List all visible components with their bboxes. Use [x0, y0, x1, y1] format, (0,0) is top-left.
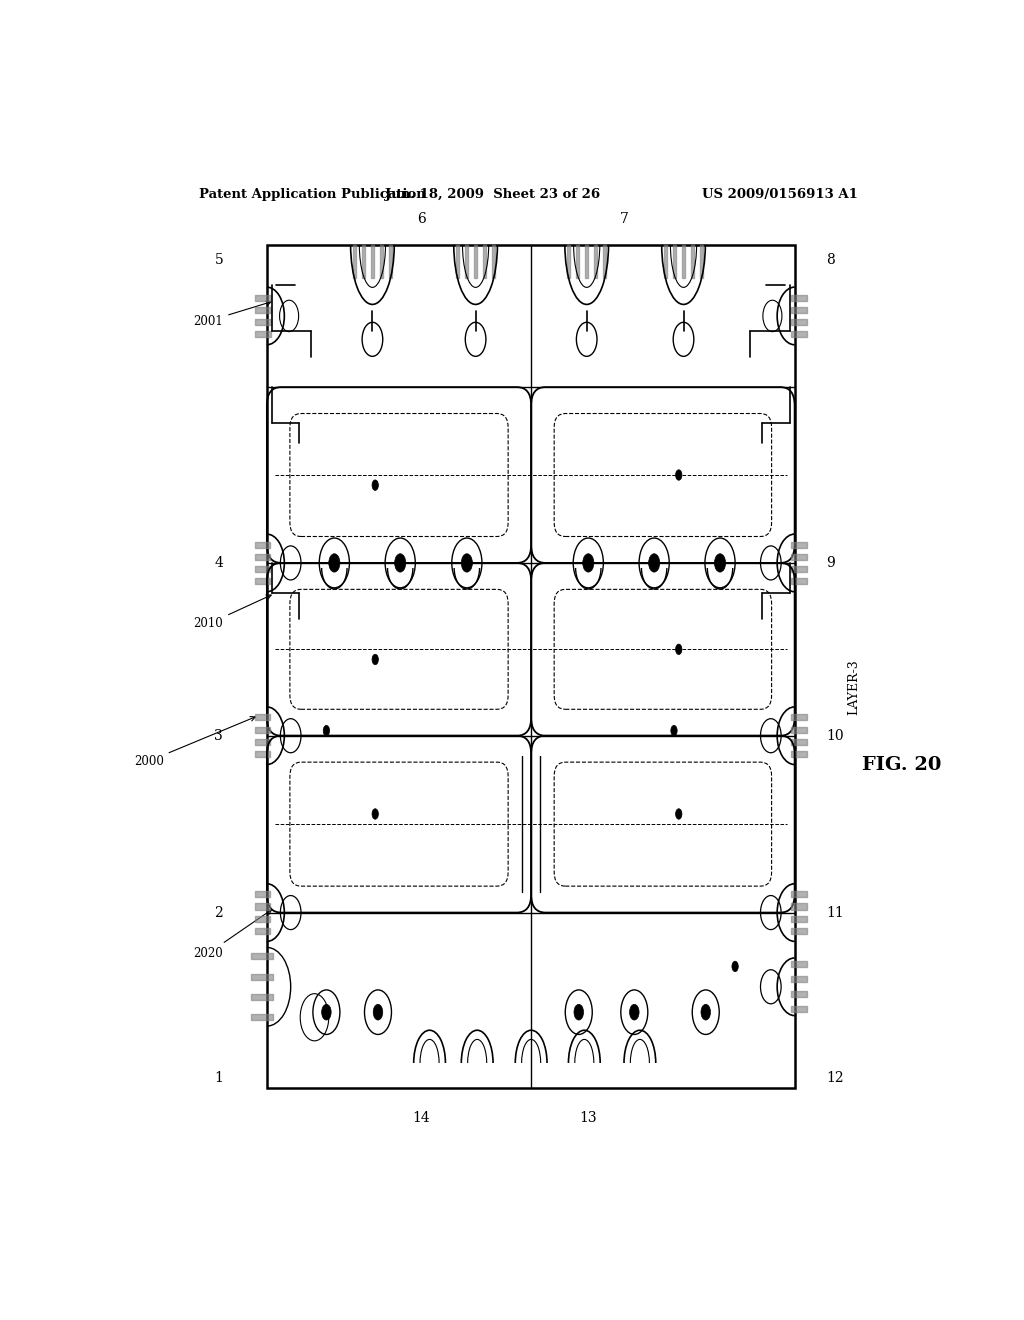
Ellipse shape	[373, 1005, 383, 1020]
Text: 2010: 2010	[194, 595, 271, 631]
Text: 12: 12	[826, 1072, 844, 1085]
Ellipse shape	[372, 480, 379, 491]
Text: 9: 9	[826, 556, 836, 570]
Ellipse shape	[676, 644, 682, 655]
Text: 1: 1	[214, 1072, 223, 1085]
Text: LAYER-3: LAYER-3	[848, 660, 860, 715]
Ellipse shape	[394, 554, 406, 572]
Ellipse shape	[583, 554, 594, 572]
Ellipse shape	[715, 554, 726, 572]
Text: Patent Application Publication: Patent Application Publication	[200, 189, 426, 202]
Ellipse shape	[732, 961, 738, 972]
Ellipse shape	[574, 1005, 584, 1020]
Ellipse shape	[676, 470, 682, 480]
Ellipse shape	[461, 554, 472, 572]
Text: 11: 11	[826, 906, 844, 920]
Ellipse shape	[372, 655, 379, 665]
Ellipse shape	[648, 554, 659, 572]
Ellipse shape	[324, 726, 330, 735]
Bar	[267, 244, 795, 1089]
Text: 2: 2	[214, 906, 223, 920]
Text: 8: 8	[826, 253, 836, 267]
Text: US 2009/0156913 A1: US 2009/0156913 A1	[702, 189, 858, 202]
Text: 4: 4	[214, 556, 223, 570]
Text: 2000: 2000	[134, 717, 255, 768]
Ellipse shape	[701, 1005, 711, 1020]
Ellipse shape	[322, 1005, 331, 1020]
Text: 3: 3	[214, 729, 223, 743]
Text: 6: 6	[417, 213, 426, 227]
Text: 7: 7	[620, 213, 629, 227]
Text: Jun. 18, 2009  Sheet 23 of 26: Jun. 18, 2009 Sheet 23 of 26	[385, 189, 601, 202]
Ellipse shape	[329, 554, 340, 572]
Text: 13: 13	[580, 1110, 597, 1125]
Text: 14: 14	[413, 1110, 430, 1125]
Ellipse shape	[372, 809, 379, 820]
Text: FIG. 20: FIG. 20	[862, 756, 941, 774]
Ellipse shape	[671, 726, 677, 735]
Text: 5: 5	[214, 253, 223, 267]
Text: 2020: 2020	[194, 909, 271, 960]
Ellipse shape	[676, 809, 682, 820]
Ellipse shape	[630, 1005, 639, 1020]
Text: 10: 10	[826, 729, 844, 743]
Text: 2001: 2001	[194, 301, 271, 327]
